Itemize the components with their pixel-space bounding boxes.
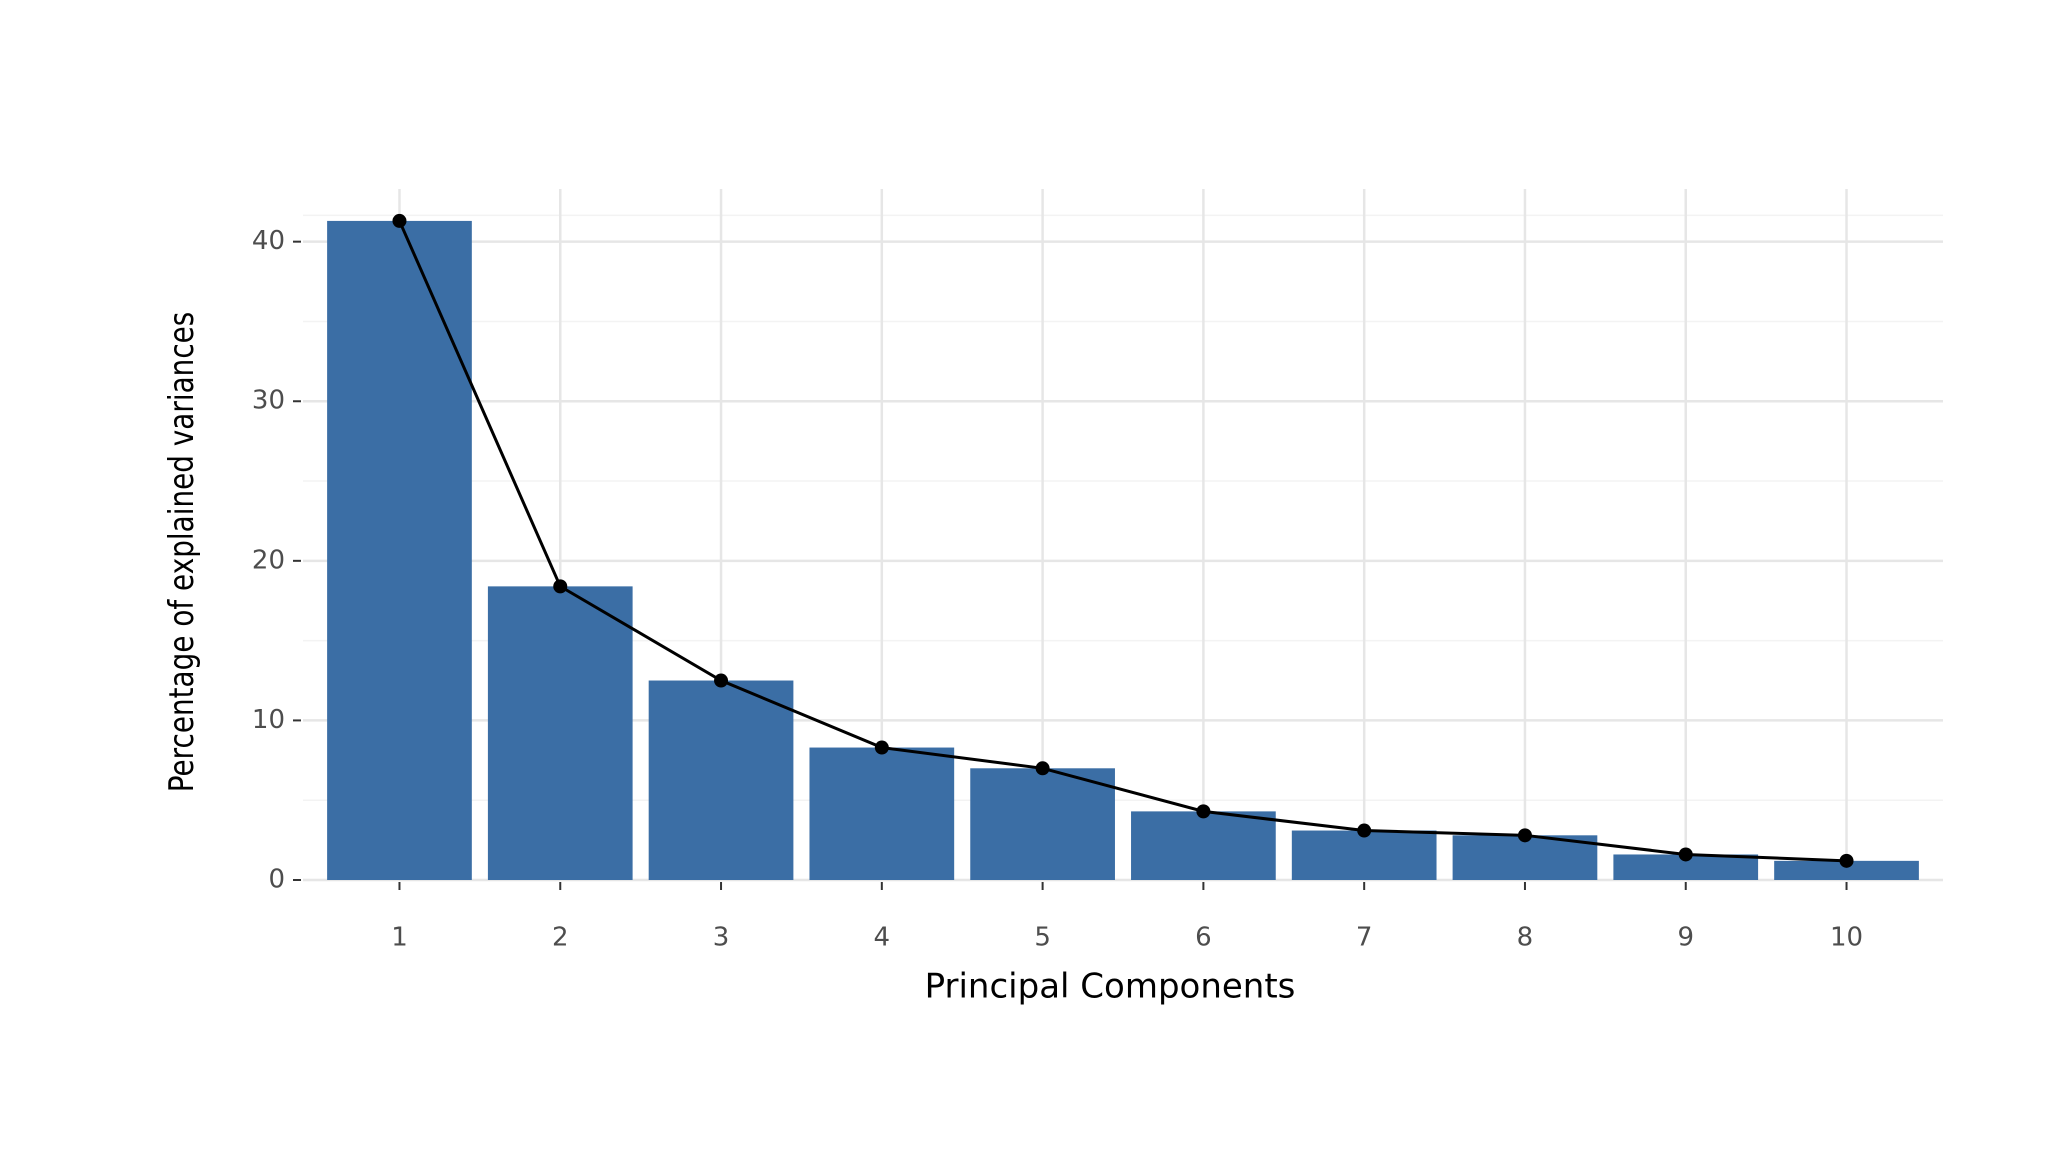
trend-point — [1035, 761, 1050, 776]
bar — [648, 680, 794, 880]
x-tick-label: 6 — [1195, 923, 1212, 953]
x-tick-label: 9 — [1677, 923, 1694, 953]
x-tick-label: 3 — [713, 923, 730, 953]
x-tick-label: 5 — [1034, 923, 1051, 953]
bar — [487, 586, 633, 880]
y-tick-label: 30 — [252, 386, 285, 416]
trend-point — [1517, 828, 1532, 843]
bar — [1291, 830, 1437, 880]
bar — [1452, 835, 1598, 880]
y-tick-label: 20 — [252, 545, 285, 575]
trend-point — [874, 740, 889, 755]
trend-line — [398, 220, 1847, 863]
trend-point — [553, 579, 568, 594]
bar — [1774, 860, 1919, 880]
trend-point — [392, 213, 407, 228]
y-axis-title: Percentage of explained variances — [162, 312, 201, 793]
x-tick-label: 7 — [1356, 923, 1373, 953]
bar — [1131, 811, 1276, 880]
trend-point — [1839, 853, 1854, 868]
x-tick-label: 4 — [874, 923, 891, 953]
x-tick-label: 2 — [552, 923, 569, 953]
trend-point — [714, 673, 729, 688]
y-tick-label: 10 — [252, 705, 285, 735]
trend-point — [1357, 823, 1372, 838]
trend-point — [1196, 804, 1211, 819]
x-tick-label: 1 — [391, 923, 408, 953]
x-tick-label: 8 — [1517, 923, 1534, 953]
bar — [970, 768, 1115, 880]
x-axis-title: Principal Components — [925, 967, 1296, 1007]
y-tick-label: 40 — [252, 226, 285, 256]
y-tick-label: 0 — [268, 865, 285, 895]
bar — [809, 747, 955, 880]
bar — [327, 220, 472, 880]
trend-point — [1678, 847, 1693, 862]
x-tick-label: 10 — [1830, 923, 1863, 953]
